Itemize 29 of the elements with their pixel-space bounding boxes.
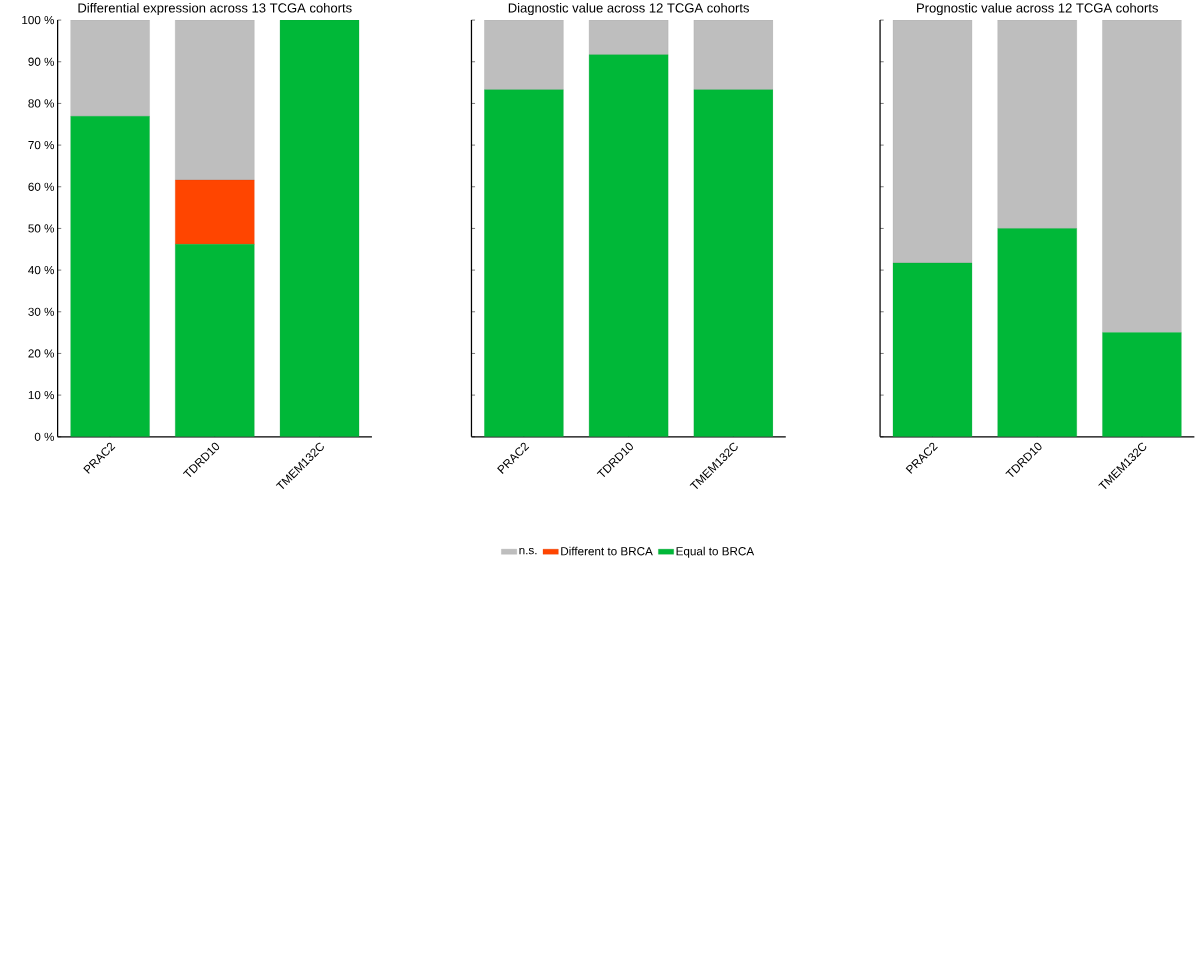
bar [175,20,255,181]
y-tick-label: 100 % [22,16,55,25]
chart-title: Prognostic value across 12 TCGA cohorts [917,3,1158,16]
bar [279,20,360,437]
y-tick-label: 60 % [28,182,55,191]
bar [70,20,150,117]
y-tick-label: 80 % [28,99,55,108]
bar [892,20,973,264]
y-tick-label: 30 % [28,307,55,316]
legend-label: n.s. [519,547,537,555]
y-tick-label: 90 % [28,57,55,66]
bar [175,180,255,245]
bar [997,228,1077,437]
bar [70,116,150,437]
bar [892,262,973,437]
legend-label: Equal to BRCA [676,546,755,558]
y-tick-label: 20 % [28,349,55,358]
bar [997,20,1077,229]
chart-title: Diagnostic value across 12 TCGA cohorts [508,3,749,16]
bar [175,244,255,437]
chart-title: Differential expression across 13 TCGA cohorts [78,3,352,16]
bar [1102,332,1182,437]
bar [1102,20,1182,333]
y-tick-label: 0 % [34,432,55,441]
y-tick-label: 10 % [28,391,55,400]
y-tick-label: 70 % [28,141,55,150]
y-tick-label: 50 % [28,224,55,233]
legend-label: Different to BRCA [561,546,653,556]
y-tick-label: 40 % [28,266,55,275]
